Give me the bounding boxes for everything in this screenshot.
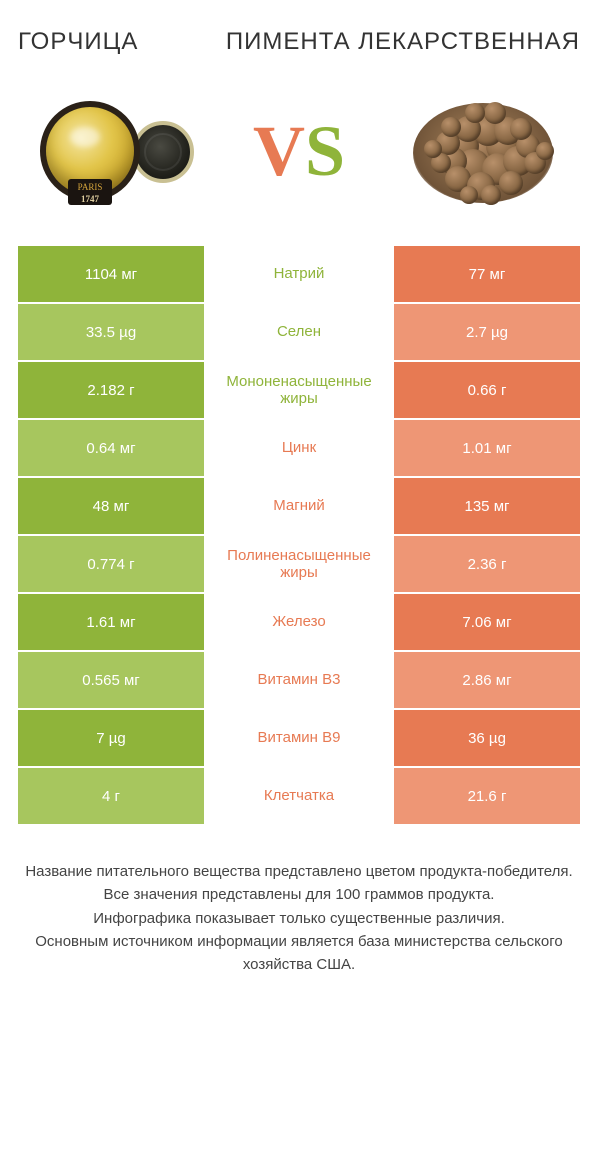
vs-s: S xyxy=(305,111,345,191)
table-row: 2.182 гМононенасыщенные жиры0.66 г xyxy=(18,362,580,418)
value-right: 2.86 мг xyxy=(394,652,580,708)
table-row: 7 µgВитамин B936 µg xyxy=(18,710,580,766)
nutrient-label: Полиненасыщенные жиры xyxy=(204,536,394,592)
vs-label: VS xyxy=(253,110,345,193)
value-left: 33.5 µg xyxy=(18,304,204,360)
allspice-berry-icon xyxy=(484,102,506,124)
value-left: 4 г xyxy=(18,768,204,824)
allspice-berry-icon xyxy=(510,118,532,140)
table-row: 48 мгМагний135 мг xyxy=(18,478,580,534)
table-row: 1104 мгНатрий77 мг xyxy=(18,246,580,302)
value-left: 1.61 мг xyxy=(18,594,204,650)
nutrient-label: Цинк xyxy=(204,420,394,476)
value-left: 0.565 мг xyxy=(18,652,204,708)
table-row: 0.64 мгЦинк1.01 мг xyxy=(18,420,580,476)
value-left: 1104 мг xyxy=(18,246,204,302)
allspice-berry-icon xyxy=(465,103,485,123)
value-left: 0.64 мг xyxy=(18,420,204,476)
jar-label: PARIS 1747 xyxy=(68,179,112,205)
table-row: 4 гКлетчатка21.6 г xyxy=(18,768,580,824)
hero-row: PARIS 1747 VS xyxy=(0,66,598,246)
nutrient-label: Клетчатка xyxy=(204,768,394,824)
table-row: 33.5 µgСелен2.7 µg xyxy=(18,304,580,360)
value-right: 2.7 µg xyxy=(394,304,580,360)
nutrient-label: Витамин B9 xyxy=(204,710,394,766)
allspice-berry-icon xyxy=(536,142,554,160)
title-left: ГОРЧИЦА xyxy=(18,28,138,56)
allspice-berry-icon xyxy=(424,140,442,158)
title-right: ПИМЕНТА ЛЕКАРСТВЕННАЯ xyxy=(226,28,580,56)
footer-line: Все значения представлены для 100 граммо… xyxy=(24,883,574,906)
value-right: 36 µg xyxy=(394,710,580,766)
nutrient-label: Витамин B3 xyxy=(204,652,394,708)
table-row: 0.565 мгВитамин B32.86 мг xyxy=(18,652,580,708)
jar-label-line2: 1747 xyxy=(68,193,112,205)
allspice-image xyxy=(398,86,568,216)
nutrient-label: Магний xyxy=(204,478,394,534)
table-row: 1.61 мгЖелезо7.06 мг xyxy=(18,594,580,650)
comparison-table: 1104 мгНатрий77 мг33.5 µgСелен2.7 µg2.18… xyxy=(0,246,598,824)
value-right: 135 мг xyxy=(394,478,580,534)
nutrient-label: Мононенасыщенные жиры xyxy=(204,362,394,418)
value-left: 48 мг xyxy=(18,478,204,534)
allspice-berry-icon xyxy=(460,186,478,204)
footer-line: Название питательного вещества представл… xyxy=(24,860,574,883)
jar-label-line1: PARIS xyxy=(68,181,112,193)
table-row: 0.774 гПолиненасыщенные жиры2.36 г xyxy=(18,536,580,592)
vs-v: V xyxy=(253,111,305,191)
nutrient-label: Железо xyxy=(204,594,394,650)
value-right: 7.06 мг xyxy=(394,594,580,650)
allspice-berry-icon xyxy=(499,171,523,195)
value-left: 7 µg xyxy=(18,710,204,766)
header: ГОРЧИЦА ПИМЕНТА ЛЕКАРСТВЕННАЯ xyxy=(0,0,598,66)
footer-line: Инфографика показывает только существенн… xyxy=(24,907,574,930)
value-right: 0.66 г xyxy=(394,362,580,418)
value-right: 1.01 мг xyxy=(394,420,580,476)
mustard-image: PARIS 1747 xyxy=(30,86,200,216)
footer-notes: Название питательного вещества представл… xyxy=(0,826,598,976)
value-left: 2.182 г xyxy=(18,362,204,418)
nutrient-label: Натрий xyxy=(204,246,394,302)
nutrient-label: Селен xyxy=(204,304,394,360)
allspice-berry-icon xyxy=(481,185,501,205)
value-right: 21.6 г xyxy=(394,768,580,824)
value-left: 0.774 г xyxy=(18,536,204,592)
value-right: 2.36 г xyxy=(394,536,580,592)
jar-lid-icon xyxy=(132,121,194,183)
value-right: 77 мг xyxy=(394,246,580,302)
allspice-berry-icon xyxy=(441,117,461,137)
footer-line: Основным источником информации является … xyxy=(24,930,574,977)
